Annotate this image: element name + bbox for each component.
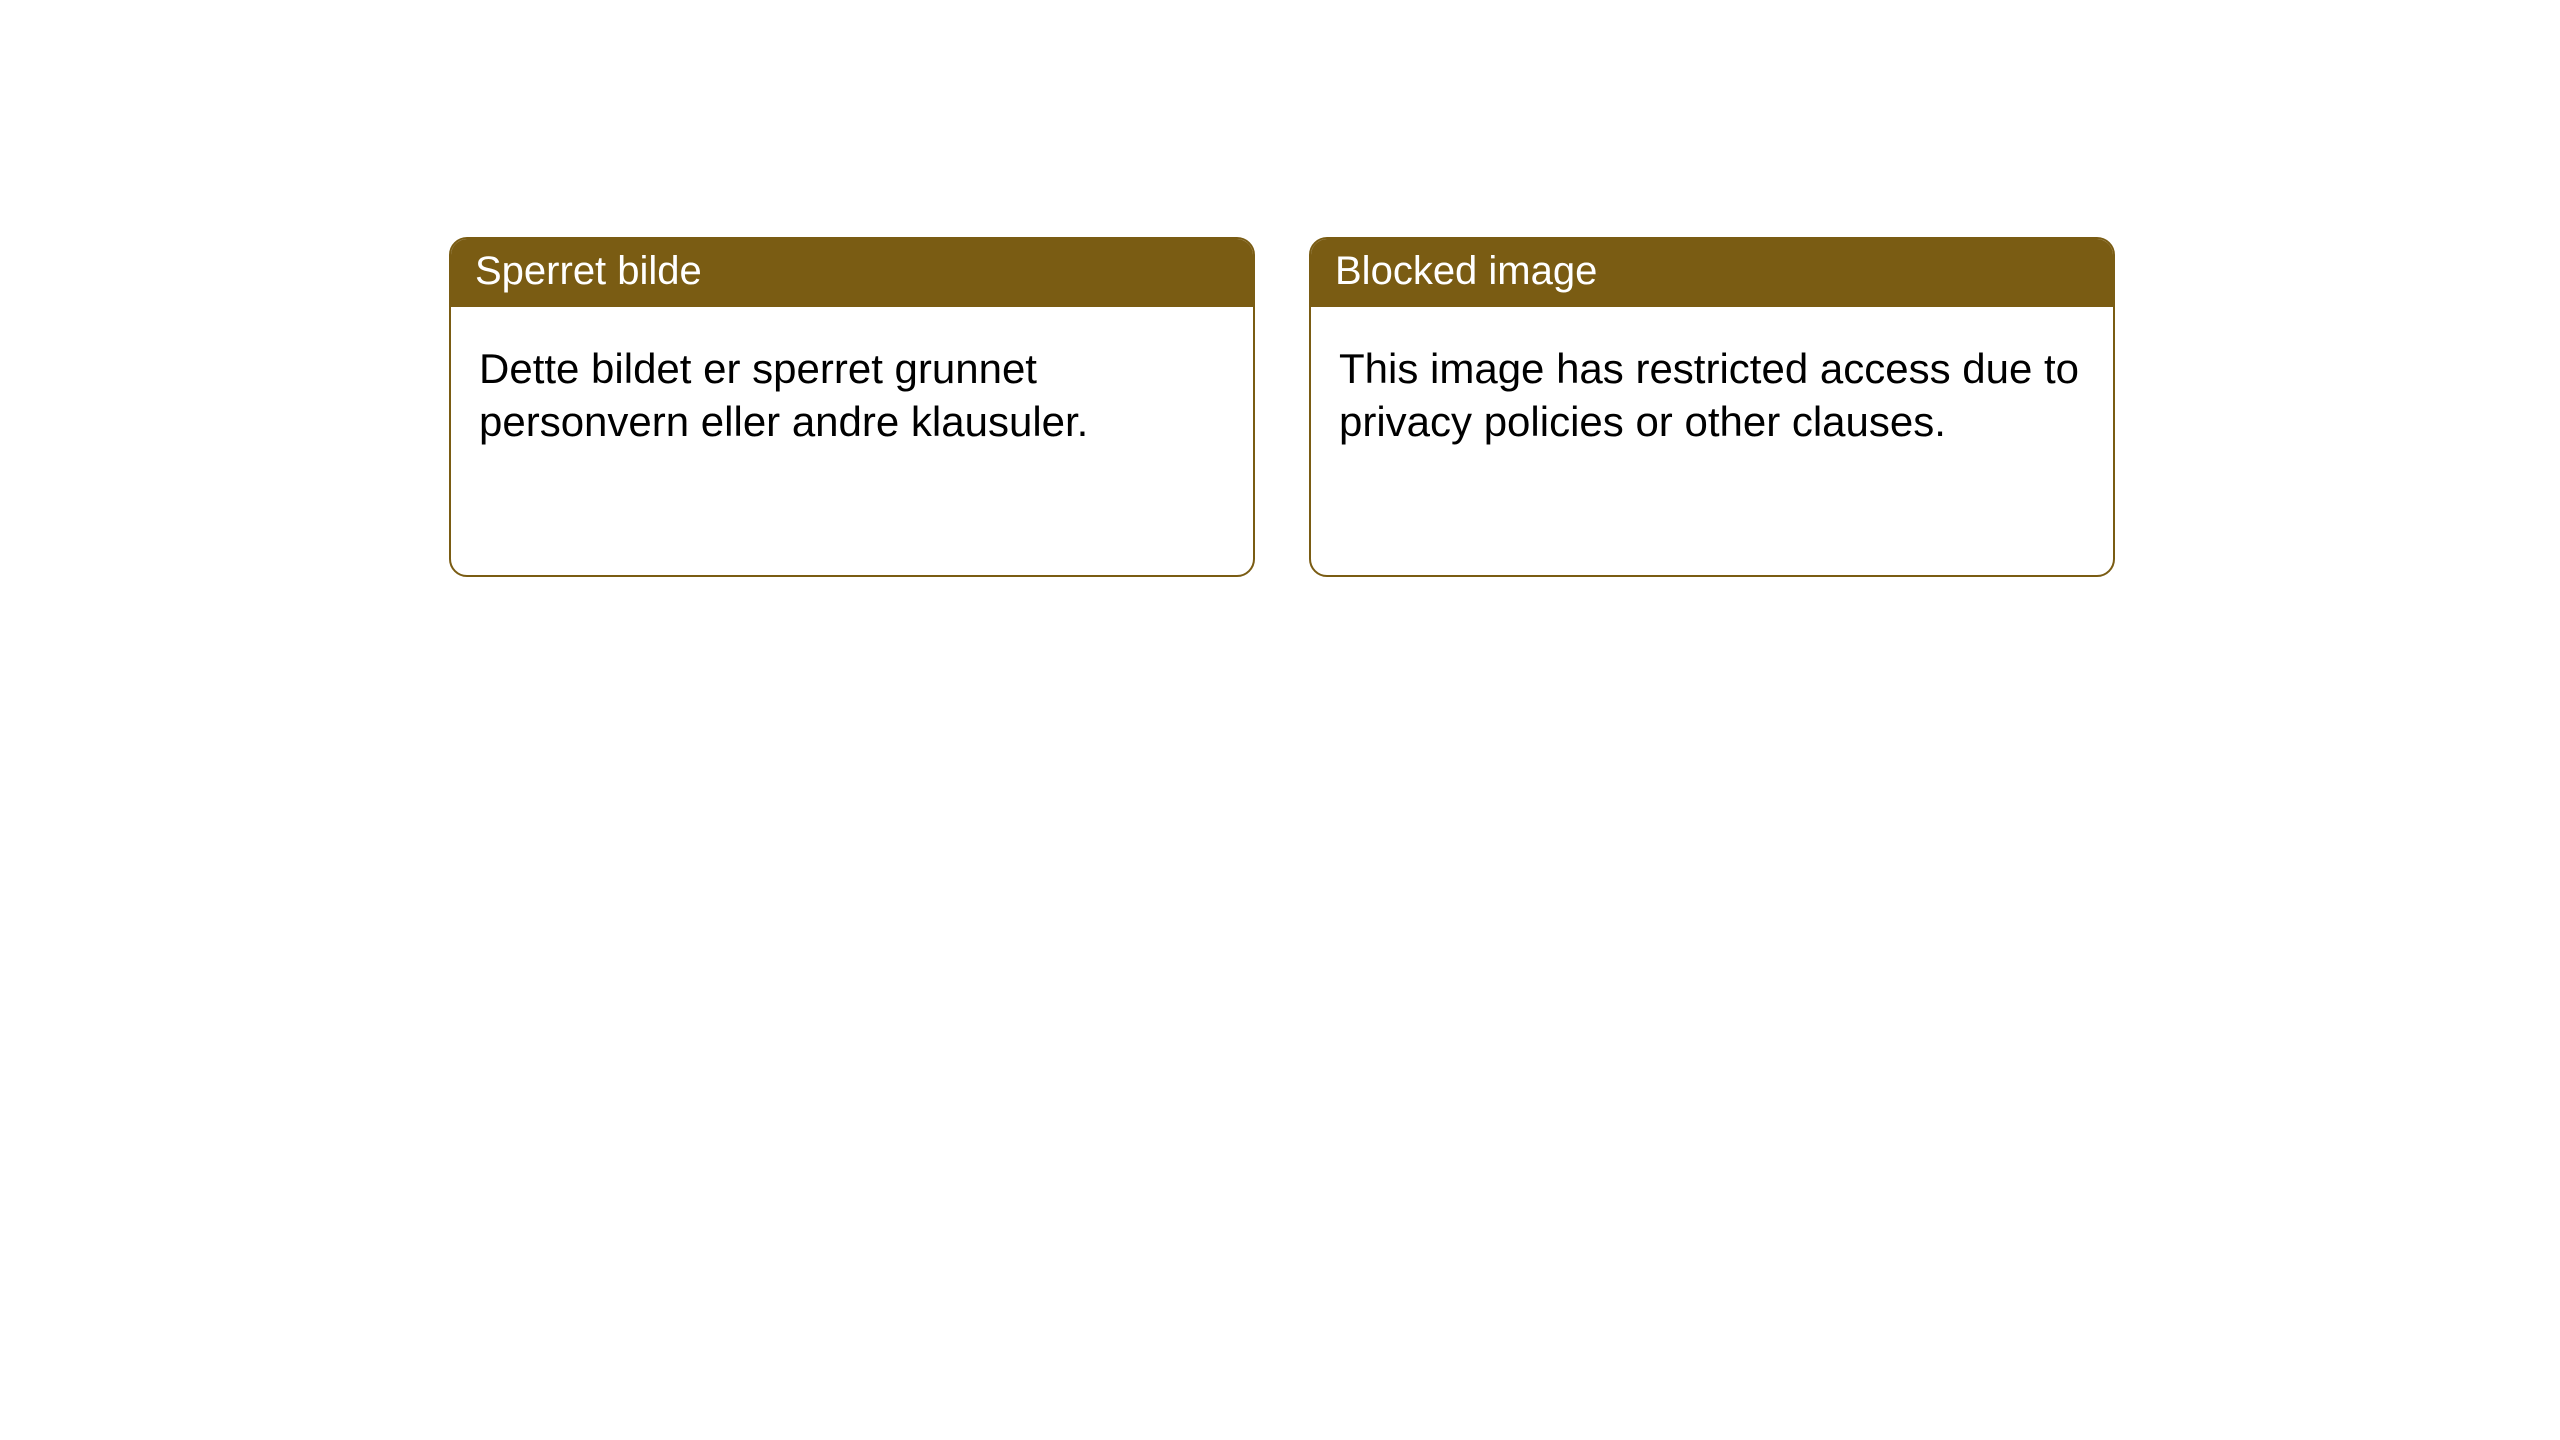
card-text: Dette bildet er sperret grunnet personve… — [479, 345, 1088, 445]
card-title: Sperret bilde — [475, 249, 702, 293]
notice-card-norwegian: Sperret bilde Dette bildet er sperret gr… — [449, 237, 1255, 577]
card-title: Blocked image — [1335, 249, 1597, 293]
card-text: This image has restricted access due to … — [1339, 345, 2079, 445]
card-body: Dette bildet er sperret grunnet personve… — [451, 307, 1253, 484]
notice-container: Sperret bilde Dette bildet er sperret gr… — [0, 0, 2560, 577]
card-header: Sperret bilde — [451, 239, 1253, 307]
card-body: This image has restricted access due to … — [1311, 307, 2113, 484]
card-header: Blocked image — [1311, 239, 2113, 307]
notice-card-english: Blocked image This image has restricted … — [1309, 237, 2115, 577]
